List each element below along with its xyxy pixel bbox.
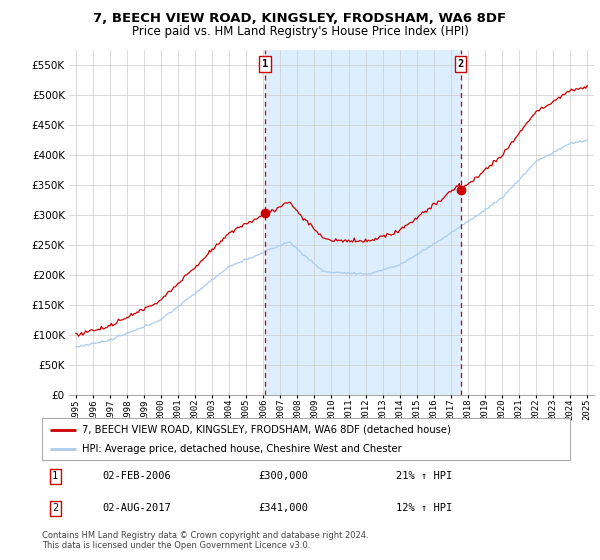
Text: 7, BEECH VIEW ROAD, KINGSLEY, FRODSHAM, WA6 8DF: 7, BEECH VIEW ROAD, KINGSLEY, FRODSHAM, … <box>94 12 506 25</box>
Text: HPI: Average price, detached house, Cheshire West and Chester: HPI: Average price, detached house, Ches… <box>82 444 401 454</box>
Text: 2: 2 <box>458 59 464 69</box>
Bar <box>265 50 461 395</box>
Text: £341,000: £341,000 <box>259 503 308 514</box>
Text: 1: 1 <box>262 59 268 69</box>
Text: 1: 1 <box>52 472 58 482</box>
Text: Contains HM Land Registry data © Crown copyright and database right 2024.
This d: Contains HM Land Registry data © Crown c… <box>42 531 368 550</box>
Text: Price paid vs. HM Land Registry's House Price Index (HPI): Price paid vs. HM Land Registry's House … <box>131 25 469 38</box>
Text: £300,000: £300,000 <box>259 472 308 482</box>
Text: 2: 2 <box>52 503 58 514</box>
Text: 12% ↑ HPI: 12% ↑ HPI <box>396 503 452 514</box>
Text: 21% ↑ HPI: 21% ↑ HPI <box>396 472 452 482</box>
Text: 02-AUG-2017: 02-AUG-2017 <box>103 503 172 514</box>
Text: 7, BEECH VIEW ROAD, KINGSLEY, FRODSHAM, WA6 8DF (detached house): 7, BEECH VIEW ROAD, KINGSLEY, FRODSHAM, … <box>82 424 451 435</box>
Text: 02-FEB-2006: 02-FEB-2006 <box>103 472 172 482</box>
